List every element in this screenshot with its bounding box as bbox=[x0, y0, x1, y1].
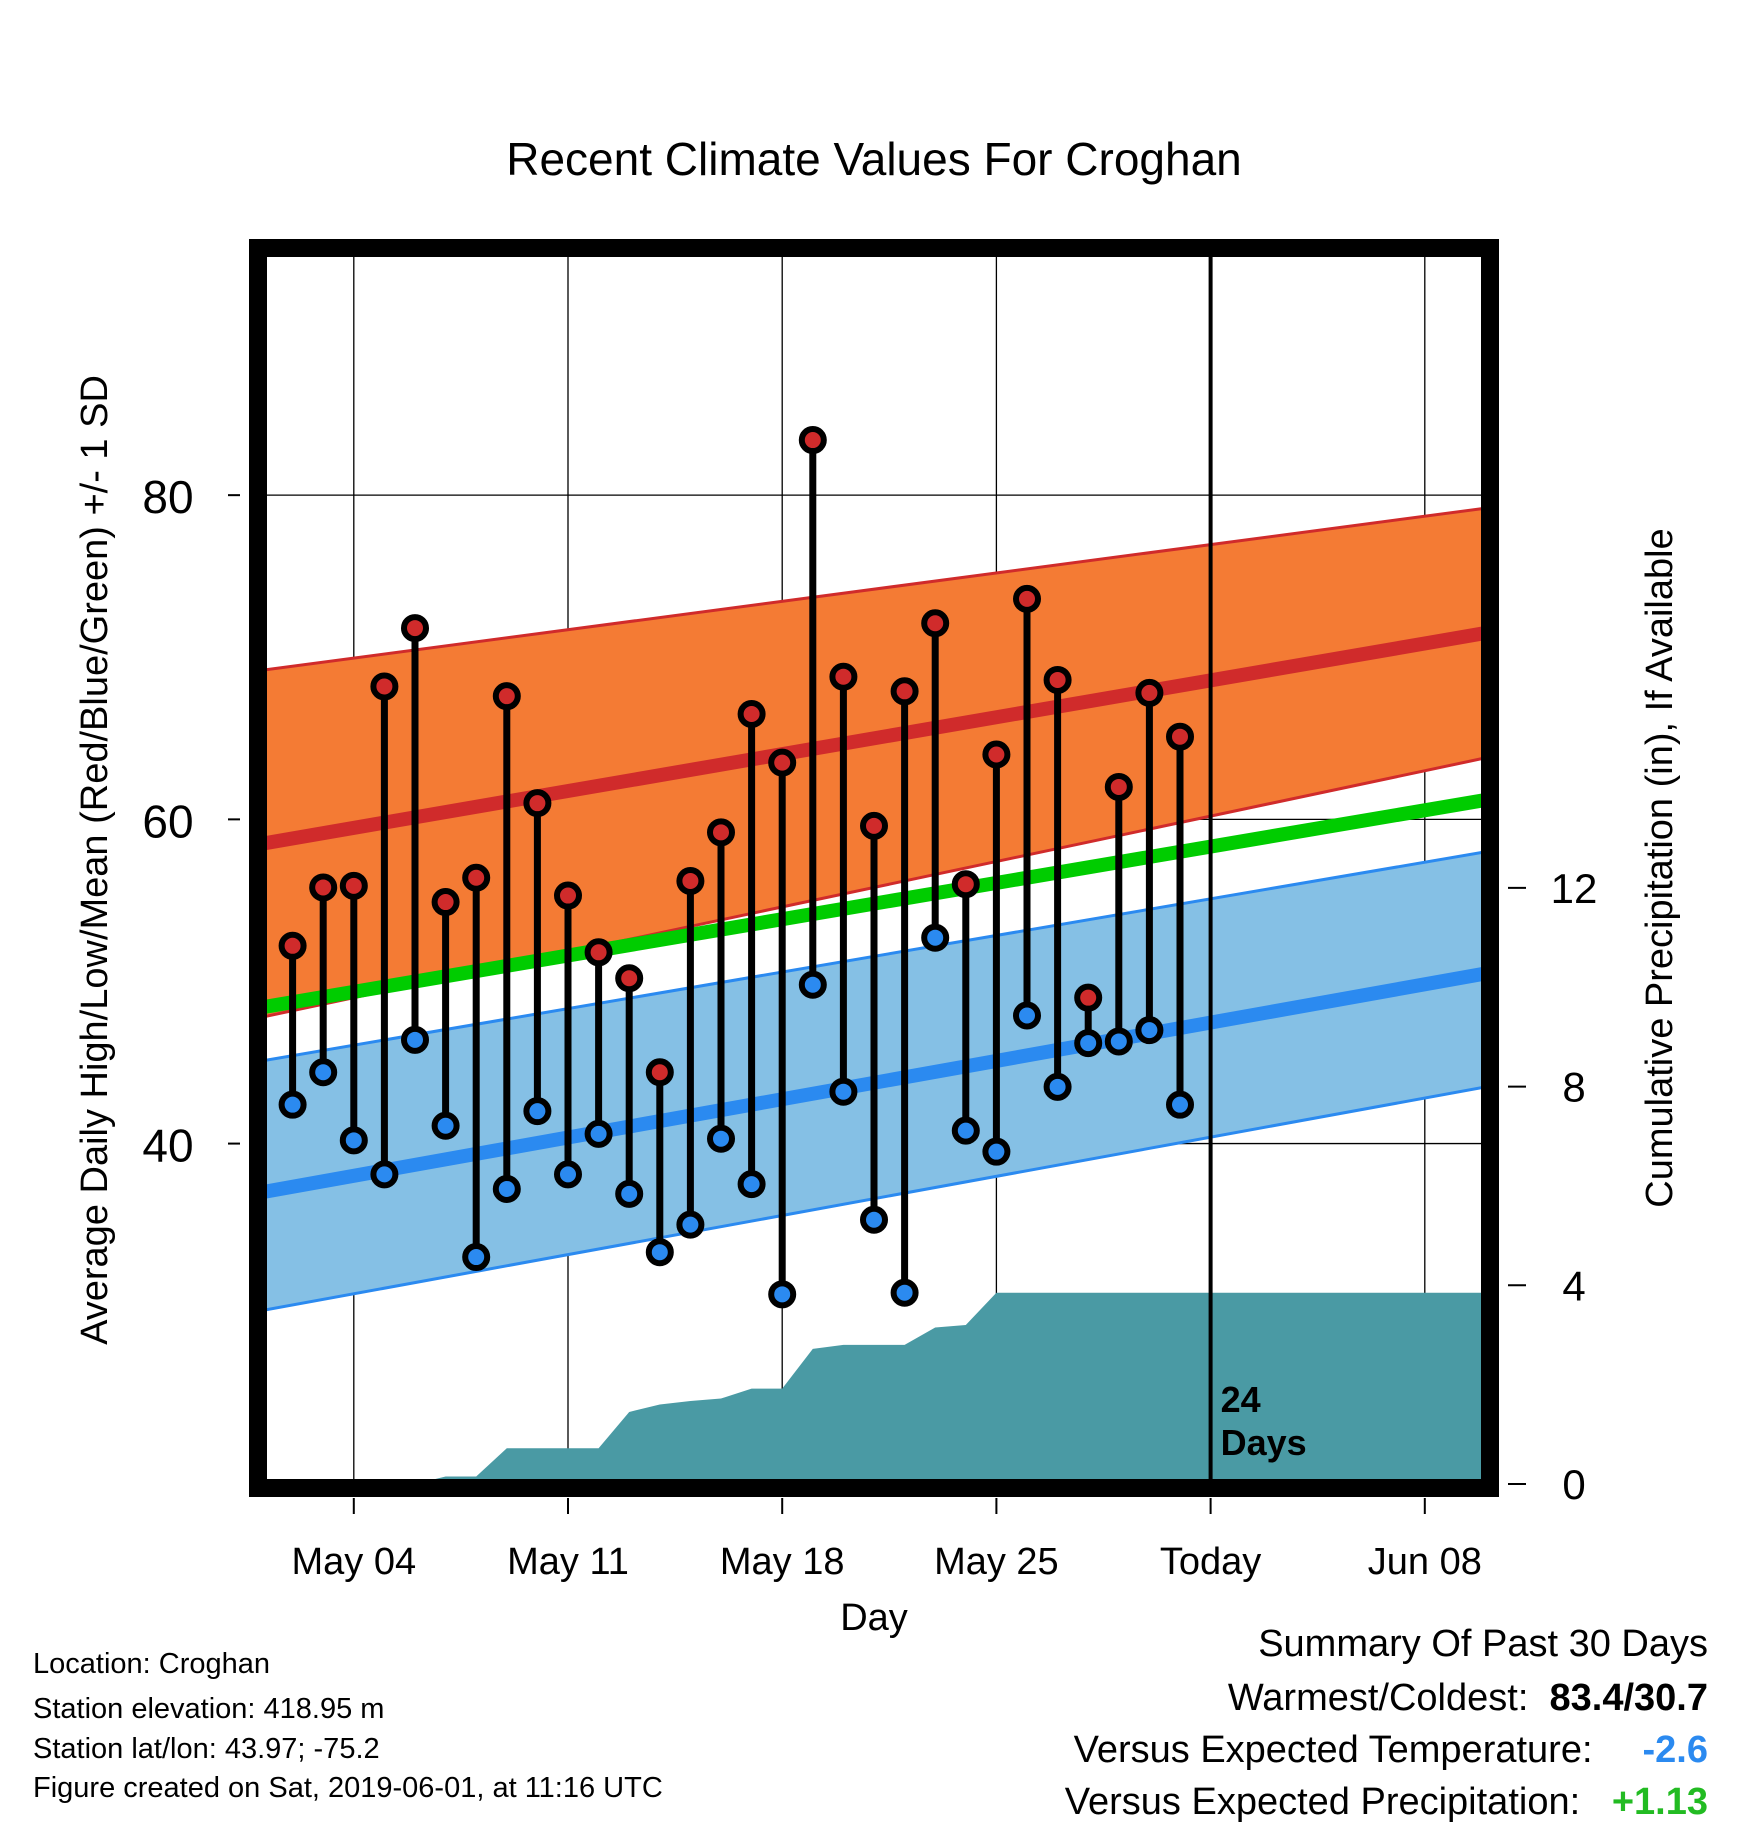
y-tick-label: 60 bbox=[142, 795, 193, 847]
daily-low-point bbox=[1043, 1072, 1072, 1101]
daily-high-point bbox=[615, 964, 644, 993]
daily-low-point bbox=[951, 1116, 980, 1145]
daily-high-point bbox=[1043, 665, 1072, 694]
daily-low-point bbox=[1074, 1029, 1103, 1058]
daily-high-point bbox=[798, 426, 827, 455]
today-days-unit: Days bbox=[1221, 1422, 1307, 1463]
daily-high-point bbox=[431, 888, 460, 917]
daily-high-point bbox=[278, 931, 307, 960]
daily-low-point bbox=[829, 1077, 858, 1106]
station-elevation: Station elevation: 418.95 m bbox=[33, 1693, 385, 1725]
today-days-number: 24 bbox=[1221, 1379, 1261, 1420]
daily-low-point bbox=[554, 1160, 582, 1189]
daily-high-point bbox=[951, 870, 980, 899]
station-latlon: Station lat/lon: 43.97; -75.2 bbox=[33, 1733, 380, 1765]
daily-low-point bbox=[584, 1119, 613, 1148]
daily-high-point bbox=[645, 1058, 674, 1087]
daily-low-point bbox=[1135, 1016, 1164, 1045]
daily-low-point bbox=[309, 1058, 338, 1087]
y-axis-label: Average Daily High/Low/Mean (Red/Blue/Gr… bbox=[74, 375, 116, 1345]
daily-high-point bbox=[707, 818, 735, 847]
daily-low-point bbox=[737, 1170, 766, 1199]
daily-high-point bbox=[462, 863, 491, 892]
daily-high-point bbox=[676, 866, 705, 895]
x-tick-label: May 04 bbox=[291, 1541, 416, 1583]
daily-high-point bbox=[339, 871, 368, 900]
y2-tick-label: 0 bbox=[1562, 1461, 1585, 1508]
daily-low-point bbox=[768, 1280, 797, 1309]
precip-versus-value: +1.13 bbox=[1611, 1781, 1708, 1823]
station-location: Location: Croghan bbox=[33, 1648, 270, 1680]
daily-high-point bbox=[982, 740, 1011, 769]
daily-high-point bbox=[523, 789, 552, 818]
x-tick-label: May 25 bbox=[934, 1541, 1059, 1583]
daily-low-point bbox=[1166, 1090, 1194, 1119]
warmest-coldest-value: 83.4/30.7 bbox=[1549, 1677, 1708, 1719]
daily-high-point bbox=[921, 609, 950, 638]
daily-high-point bbox=[1013, 584, 1041, 613]
summary-heading: Summary Of Past 30 Days bbox=[1258, 1623, 1708, 1665]
daily-low-point bbox=[860, 1205, 888, 1234]
temp-versus-label: Versus Expected Temperature: bbox=[1073, 1729, 1593, 1771]
daily-high-point bbox=[1166, 722, 1194, 751]
daily-high-point bbox=[309, 873, 338, 902]
y-tick-label: 80 bbox=[142, 471, 193, 523]
daily-low-point bbox=[890, 1278, 919, 1307]
temp-versus-value: -2.6 bbox=[1642, 1729, 1708, 1771]
x-axis-label: Day bbox=[840, 1597, 908, 1639]
summary-precipitation: Versus Expected Precipitation: +1.13 bbox=[1065, 1783, 1708, 1821]
y2-tick-label: 12 bbox=[1551, 865, 1598, 912]
daily-low-point bbox=[401, 1025, 429, 1054]
precip-versus-label: Versus Expected Precipitation: bbox=[1064, 1781, 1581, 1823]
figure-created: Figure created on Sat, 2019-06-01, at 11… bbox=[33, 1772, 663, 1804]
daily-low-point bbox=[676, 1210, 705, 1239]
daily-low-point bbox=[798, 970, 827, 999]
normal-high-upper-edge bbox=[262, 506, 1486, 672]
daily-low-point bbox=[492, 1174, 521, 1203]
daily-high-point bbox=[860, 811, 888, 840]
daily-low-point bbox=[921, 923, 950, 952]
x-tick-label: May 11 bbox=[507, 1541, 629, 1583]
daily-low-point bbox=[339, 1126, 368, 1155]
daily-high-point bbox=[1074, 983, 1103, 1012]
plot-frame bbox=[249, 239, 1499, 1497]
daily-low-point bbox=[1013, 1001, 1041, 1030]
y2-axis-label: Cumulative Precipitation (in), If Availa… bbox=[1639, 528, 1681, 1207]
y-tick-label: 40 bbox=[142, 1120, 193, 1172]
y2-tick-label: 4 bbox=[1562, 1262, 1585, 1309]
daily-high-point bbox=[554, 881, 582, 910]
daily-high-point bbox=[401, 614, 429, 643]
daily-high-point bbox=[768, 748, 797, 777]
daily-low-point bbox=[462, 1243, 491, 1272]
daily-low-point bbox=[982, 1137, 1011, 1166]
summary-warmest-coldest: Warmest/Coldest: 83.4/30.7 bbox=[1228, 1679, 1708, 1717]
daily-high-point bbox=[737, 700, 766, 728]
daily-low-point bbox=[1104, 1027, 1133, 1056]
summary-temperature: Versus Expected Temperature: -2.6 bbox=[1074, 1731, 1708, 1769]
y2-tick-label: 8 bbox=[1562, 1064, 1585, 1111]
daily-low-point bbox=[707, 1124, 735, 1153]
daily-low-point bbox=[615, 1179, 644, 1208]
daily-low-point bbox=[370, 1160, 399, 1189]
daily-high-point bbox=[492, 682, 521, 711]
x-tick-label: Today bbox=[1160, 1541, 1261, 1583]
x-tick-label: Jun 08 bbox=[1368, 1541, 1482, 1583]
chart-title: Recent Climate Values For Croghan bbox=[506, 133, 1241, 185]
x-tick-label: May 18 bbox=[720, 1541, 845, 1583]
warmest-coldest-label: Warmest/Coldest: bbox=[1227, 1677, 1529, 1719]
daily-high-point bbox=[1104, 772, 1133, 801]
daily-low-point bbox=[278, 1090, 307, 1119]
daily-high-point bbox=[1135, 678, 1164, 707]
daily-high-point bbox=[370, 672, 399, 701]
normal-high-mean-line bbox=[262, 626, 1486, 851]
daily-high-point bbox=[584, 938, 613, 967]
daily-high-point bbox=[890, 677, 919, 706]
daily-low-point bbox=[431, 1111, 460, 1140]
precip-area bbox=[262, 1292, 1486, 1484]
daily-high-point bbox=[829, 662, 858, 691]
daily-low-point bbox=[645, 1238, 674, 1267]
daily-low-point bbox=[523, 1097, 552, 1126]
